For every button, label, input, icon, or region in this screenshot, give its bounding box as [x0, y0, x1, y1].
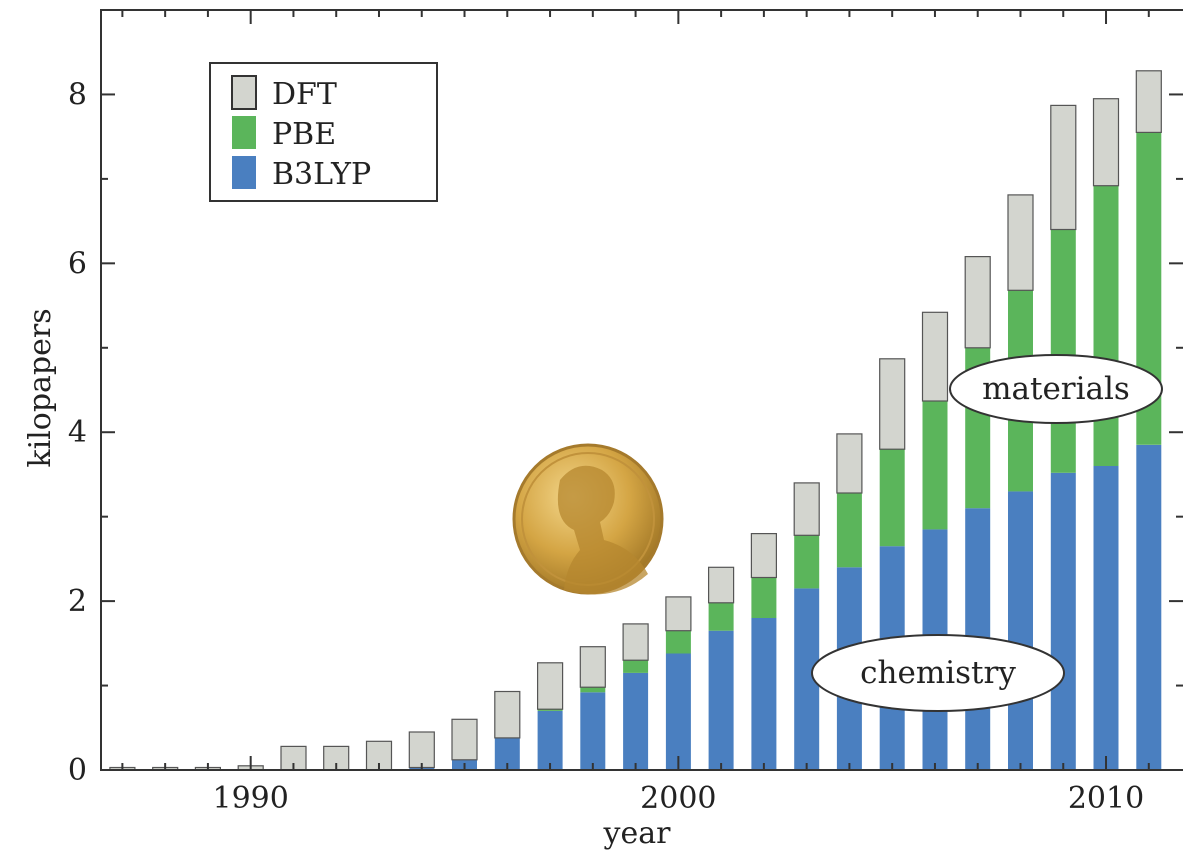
bar-b3lyp-2002 [751, 618, 777, 770]
bar-b3lyp-1998 [580, 692, 606, 770]
bar-pbe-2009 [1050, 229, 1076, 473]
bar-dft-1999 [622, 623, 649, 661]
annotation-chemistry-text: chemistry [860, 655, 1016, 691]
bar-dft-1998 [579, 646, 606, 688]
bar-pbe-2004 [836, 493, 862, 568]
bar-dft-2009 [1050, 104, 1077, 231]
bar-pbe-2000 [665, 630, 691, 654]
legend-swatch-b3lyp [232, 156, 256, 189]
bar-pbe-1999 [623, 660, 649, 673]
bar-dft-2003 [793, 482, 820, 536]
bar-dft-2001 [707, 566, 735, 604]
bar-pbe-2002 [751, 577, 777, 618]
bar-dft-2004 [836, 433, 863, 494]
bar-b3lyp-2001 [708, 630, 734, 770]
bar-dft-2005 [879, 358, 906, 450]
y-tick-label-2: 2 [68, 584, 87, 619]
bar-pbe-2001 [708, 602, 734, 631]
bar-dft-2008 [1007, 194, 1034, 291]
bar-dft-2002 [750, 532, 778, 579]
y-tick-label-6: 6 [68, 246, 87, 281]
annotation-materials-text: materials [982, 371, 1130, 407]
bar-dft-2006 [921, 311, 949, 402]
bar-dft-2007 [964, 256, 991, 349]
bar-pbe-1997 [537, 709, 563, 711]
bar-b3lyp-1997 [537, 710, 563, 770]
bar-dft-2000 [665, 596, 692, 632]
bar-b3lyp-2011 [1136, 444, 1162, 770]
y-tick-label-4: 4 [68, 415, 87, 450]
y-tick-label-8: 8 [68, 77, 87, 112]
legend-swatch-pbe [232, 116, 256, 149]
y-tick-label-0: 0 [68, 753, 87, 788]
bar-dft-1996 [494, 690, 521, 739]
legend-label-b3lyp: B3LYP [272, 157, 371, 192]
bar-dft-2011 [1135, 70, 1162, 134]
bar-b3lyp-2010 [1093, 466, 1119, 770]
legend: DFT PBE B3LYP [209, 62, 438, 202]
x-tick-label-1990: 1990 [213, 781, 289, 816]
bar-pbe-2010 [1093, 185, 1119, 466]
x-tick-label-2010: 2010 [1068, 781, 1144, 816]
bar-pbe-2006 [922, 401, 948, 530]
plot-frame [100, 9, 1183, 771]
bar-b3lyp-2009 [1050, 472, 1076, 770]
nobel-medal-illustration [512, 443, 664, 595]
bar-dft-1997 [536, 662, 564, 710]
y-axis-title: kilopapers [23, 308, 58, 467]
x-axis-title: year [603, 816, 672, 851]
bar-pbe-2003 [794, 535, 820, 589]
legend-swatch-dft [231, 75, 257, 110]
annotation-materials: materials [949, 354, 1163, 424]
bar-b3lyp-2008 [1008, 491, 1033, 770]
bar-b3lyp-2000 [665, 653, 691, 770]
bar-dft-1994 [408, 731, 435, 769]
x-tick-label-2000: 2000 [640, 781, 716, 816]
bar-pbe-1998 [580, 687, 606, 693]
bar-b3lyp-1999 [623, 672, 649, 770]
bar-dft-2010 [1092, 98, 1120, 187]
bar-dft-1995 [451, 718, 478, 761]
legend-label-dft: DFT [272, 77, 337, 112]
legend-label-pbe: PBE [272, 117, 336, 152]
annotation-chemistry: chemistry [811, 634, 1065, 712]
bar-pbe-2005 [879, 449, 905, 547]
axes-layer: 1990 2000 2010 0 2 4 6 8 [68, 9, 1183, 816]
